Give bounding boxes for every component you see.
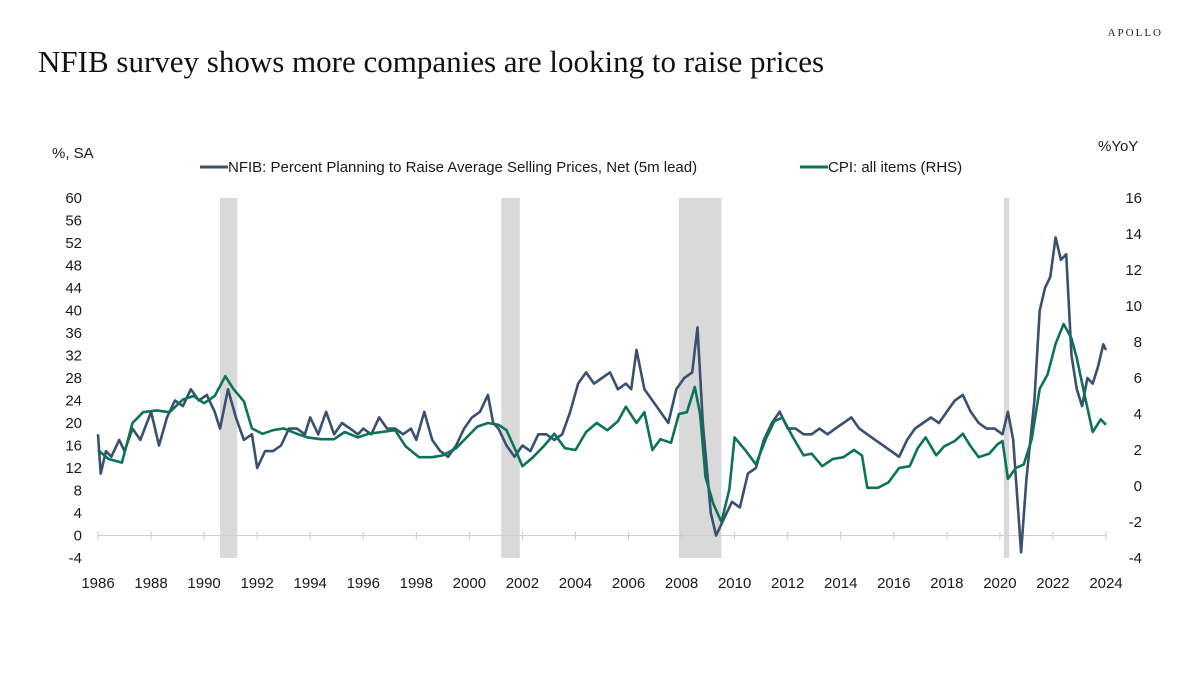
left-tick-label-4: 4: [74, 505, 82, 522]
x-tick-label-2000: 2000: [453, 575, 486, 592]
right-tick-label-2: 2: [1134, 442, 1142, 459]
legend-label-cpi: CPI: all items (RHS): [828, 159, 962, 176]
left-tick-label-12: 12: [65, 460, 82, 477]
right-tick-label-0: 0: [1134, 478, 1142, 495]
x-tick-label-2010: 2010: [718, 575, 751, 592]
x-tick-label-2004: 2004: [559, 575, 592, 592]
right-axis-ticks: 16 14 12 10 8 6 4 2 0 -2 -4: [1125, 190, 1142, 567]
legend-label-nfib: NFIB: Percent Planning to Raise Average …: [228, 159, 697, 176]
recession-bar-1: [501, 198, 520, 558]
left-tick-label-40: 40: [65, 303, 82, 320]
right-axis-label: %YoY: [1098, 138, 1138, 155]
x-tick-label-2006: 2006: [612, 575, 645, 592]
left-tick-label-20: 20: [65, 415, 82, 432]
x-tick-label-2024: 2024: [1089, 575, 1122, 592]
x-axis-ticks: 1986 1988 1990 1992 1994 1996 1998 2000 2002 2004…: [81, 531, 1123, 592]
x-tick-label-2008: 2008: [665, 575, 698, 592]
left-tick-label--4: -4: [69, 550, 82, 567]
left-tick-label-28: 28: [65, 370, 82, 387]
left-tick-label-36: 36: [65, 325, 82, 342]
x-tick-label-1986: 1986: [81, 575, 114, 592]
x-tick-label-2022: 2022: [1036, 575, 1069, 592]
x-tick-label-2012: 2012: [771, 575, 804, 592]
left-tick-label-8: 8: [74, 483, 82, 500]
left-tick-label-44: 44: [65, 280, 82, 297]
cpi-series-line: [97, 322, 1107, 524]
recession-shading: [220, 198, 1010, 558]
x-tick-label-2002: 2002: [506, 575, 539, 592]
brand-logo: APOLLO: [1107, 27, 1163, 39]
x-tick-label-1988: 1988: [134, 575, 167, 592]
left-tick-label-52: 52: [65, 235, 82, 252]
x-tick-label-1990: 1990: [187, 575, 220, 592]
right-tick-label-6: 6: [1134, 370, 1142, 387]
right-tick-label-12: 12: [1125, 262, 1142, 279]
left-tick-label-48: 48: [65, 258, 82, 275]
recession-bar-3: [1003, 198, 1010, 558]
legend: NFIB: Percent Planning to Raise Average …: [200, 159, 962, 176]
x-tick-label-1992: 1992: [240, 575, 273, 592]
recession-bar-0: [220, 198, 238, 558]
right-tick-label-4: 4: [1134, 406, 1142, 423]
left-tick-label-16: 16: [65, 438, 82, 455]
right-tick-label-10: 10: [1125, 298, 1142, 315]
left-tick-label-56: 56: [65, 213, 82, 230]
series-lines: [96, 236, 1108, 554]
left-tick-label-32: 32: [65, 348, 82, 365]
x-tick-label-1998: 1998: [400, 575, 433, 592]
right-tick-label--4: -4: [1129, 550, 1142, 567]
page-title: NFIB survey shows more companies are loo…: [38, 44, 825, 79]
x-tick-label-1996: 1996: [347, 575, 380, 592]
right-tick-label--2: -2: [1129, 514, 1142, 531]
right-tick-label-14: 14: [1125, 226, 1142, 243]
x-tick-label-1994: 1994: [294, 575, 327, 592]
right-tick-label-8: 8: [1134, 334, 1142, 351]
right-tick-label-16: 16: [1125, 190, 1142, 207]
x-tick-label-2016: 2016: [877, 575, 910, 592]
x-tick-label-2014: 2014: [824, 575, 857, 592]
left-tick-label-0: 0: [74, 528, 82, 545]
left-tick-label-60: 60: [65, 190, 82, 207]
left-axis-label: %, SA: [52, 145, 94, 162]
nfib-series-line: [96, 236, 1108, 554]
x-tick-label-2018: 2018: [930, 575, 963, 592]
left-tick-label-24: 24: [65, 393, 82, 410]
x-tick-label-2020: 2020: [983, 575, 1016, 592]
